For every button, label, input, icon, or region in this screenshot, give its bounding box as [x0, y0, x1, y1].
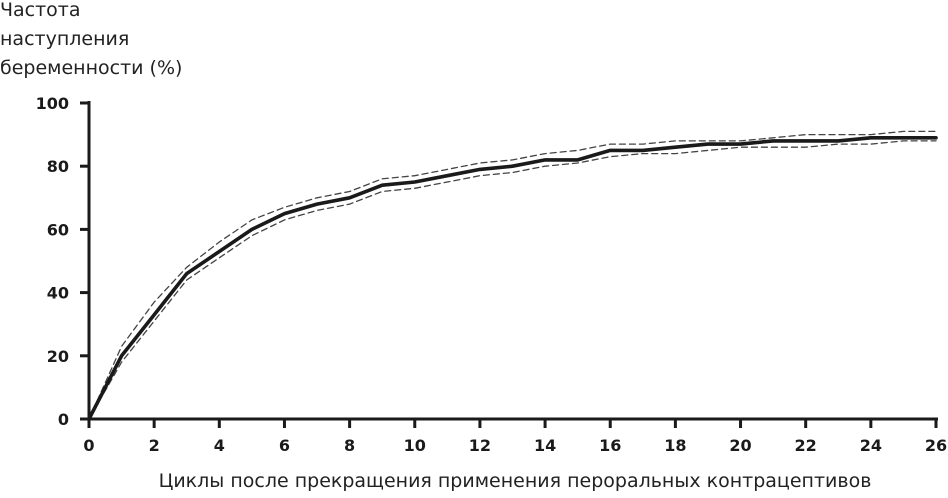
series-line-lower-bound [88, 140, 937, 420]
y-axis-title-line-3: беременности (%) [0, 57, 183, 79]
y-tick-label: 60 [47, 220, 69, 239]
y-tick-label: 80 [47, 157, 69, 176]
x-axis-title: Циклы после прекращения применения перор… [158, 470, 872, 492]
y-axis-title-line-1: Частота [0, 0, 81, 21]
x-tick-label: 16 [599, 436, 621, 455]
x-tick-label: 26 [925, 436, 947, 455]
y-axis-title: Частота наступления беременности (%) [0, 0, 182, 83]
axes [87, 101, 938, 421]
x-tick-label: 12 [469, 436, 491, 455]
x-tick-label: 2 [149, 436, 160, 455]
y-tick-label: 20 [47, 347, 69, 366]
x-tick-label: 10 [404, 436, 426, 455]
x-tick-label: 20 [729, 436, 751, 455]
series-layer [87, 130, 938, 421]
x-tick-label: 18 [664, 436, 686, 455]
x-tick-label: 0 [83, 436, 94, 455]
x-tick-label: 6 [279, 436, 290, 455]
y-axis-title-line-2: наступления [0, 28, 130, 50]
x-tick-label: 14 [534, 436, 556, 455]
y-tick-label: 100 [36, 94, 69, 113]
x-tick-label: 4 [214, 436, 225, 455]
y-tick-label: 0 [58, 410, 69, 429]
x-tick-label: 22 [795, 436, 817, 455]
x-tick-label: 24 [860, 436, 882, 455]
y-tick-label: 40 [47, 284, 69, 303]
series-line-upper-bound [88, 130, 937, 420]
x-tick-label: 8 [344, 436, 355, 455]
series-line-main [87, 136, 938, 421]
